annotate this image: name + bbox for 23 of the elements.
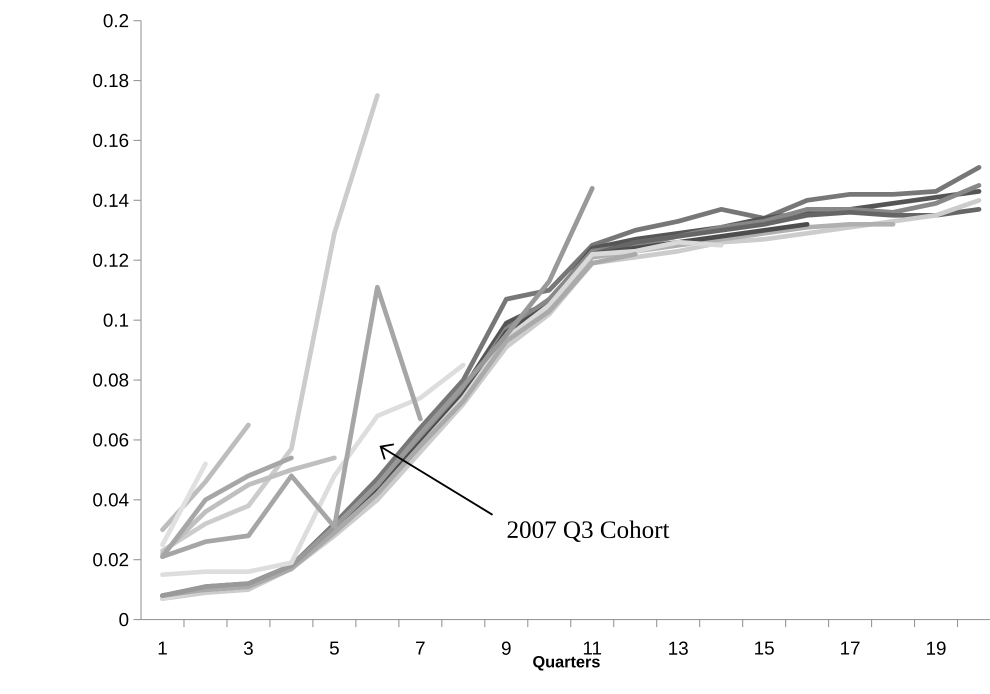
y-tick-label: 0.18 [93, 74, 128, 88]
y-tick-label: 0.12 [93, 254, 128, 267]
y-tick-label: 0.02 [93, 553, 128, 566]
y-tick-label: 0.06 [93, 433, 128, 447]
annotation: 2007 Q3 Cohort [508, 520, 670, 542]
x-tick-label: 11 [584, 642, 602, 655]
x-tick-label: 19 [927, 642, 946, 655]
y-tick-label: 0.14 [93, 194, 129, 208]
y-tick-label: 0 [119, 612, 128, 626]
x-tick-label: 7 [416, 642, 425, 655]
x-tick-label: 9 [502, 642, 511, 655]
y-tick-label: 0.08 [93, 373, 128, 387]
x-tick-label: 17 [841, 642, 860, 655]
x-tick-label: 15 [755, 642, 774, 655]
y-tick-label: 0.16 [93, 134, 128, 148]
x-axis-title: Quarters [533, 656, 600, 671]
y-tick-label: 0.1 [104, 314, 128, 327]
y-tick-label: 0.2 [104, 14, 128, 28]
x-tick-label: 1 [158, 642, 167, 655]
x-tick-label: 13 [669, 642, 688, 655]
y-tick-label: 0.04 [93, 493, 129, 507]
x-tick-label: 5 [330, 642, 339, 655]
x-tick-label: 3 [244, 642, 253, 655]
